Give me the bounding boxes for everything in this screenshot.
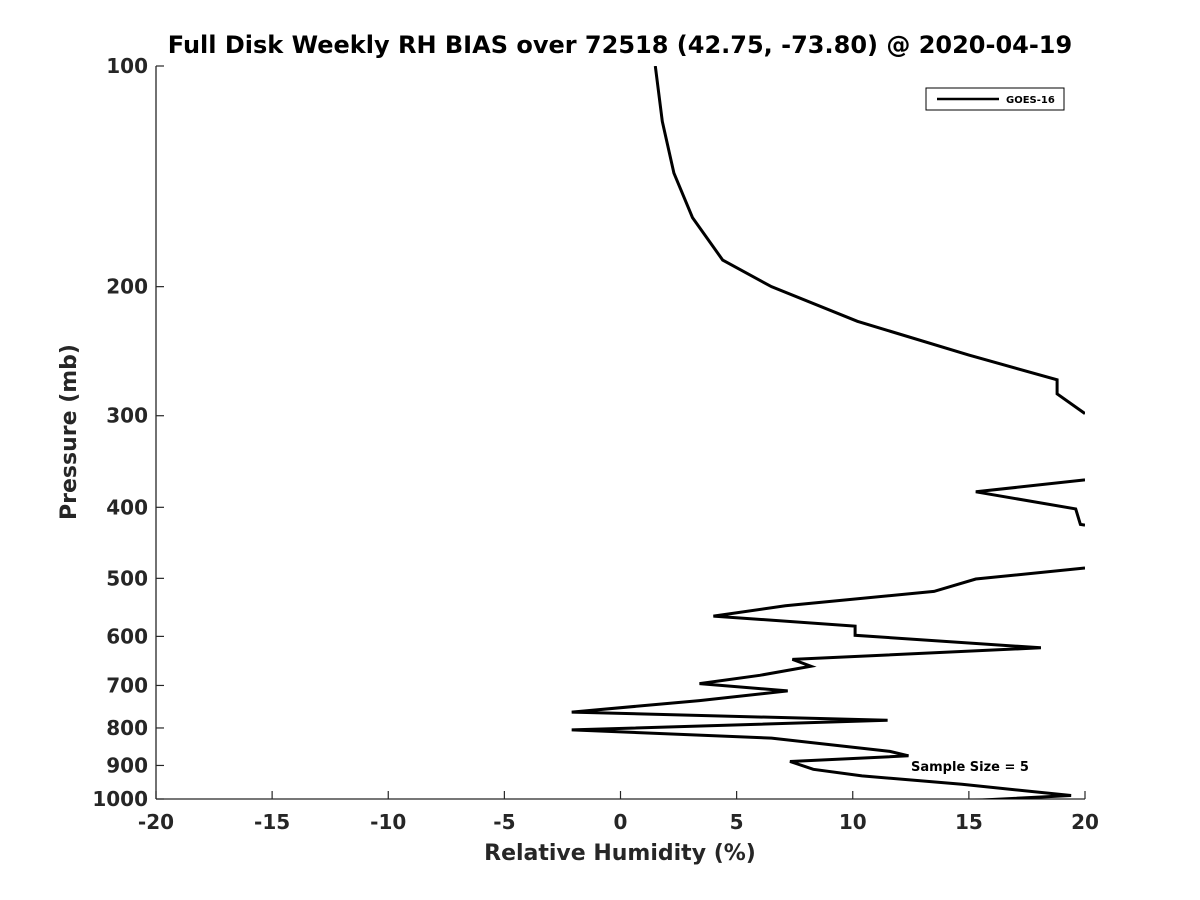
x-tick-label: 0 xyxy=(614,810,628,834)
x-tick-label: 10 xyxy=(839,810,867,834)
chart-title: Full Disk Weekly RH BIAS over 72518 (42.… xyxy=(168,31,1072,59)
plot-area xyxy=(156,66,1085,799)
y-axis: 100 200 300 400 500 600 700 800 900 1000 xyxy=(92,54,164,811)
x-tick-label: -15 xyxy=(254,810,290,834)
y-axis-label: Pressure (mb) xyxy=(57,344,82,520)
y-tick-label: 1000 xyxy=(92,787,148,811)
sample-size-annotation: Sample Size = 5 xyxy=(911,760,1029,775)
legend: GOES-16 xyxy=(925,87,1065,111)
x-axis: -20 -15 -10 -5 0 5 10 15 20 xyxy=(138,791,1099,834)
y-tick-label: 600 xyxy=(106,624,148,648)
y-tick-label: 500 xyxy=(106,566,148,590)
x-tick-label: 15 xyxy=(955,810,983,834)
y-tick-label: 200 xyxy=(106,275,148,299)
series-goes-16-segment-1 xyxy=(653,66,1085,415)
y-tick-label: 900 xyxy=(106,753,148,777)
y-tick-label: 300 xyxy=(106,404,148,428)
x-tick-label: 20 xyxy=(1071,810,1099,834)
x-axis-label: Relative Humidity (%) xyxy=(484,841,756,866)
x-tick-label: -10 xyxy=(370,810,406,834)
series-goes-16-segment-3 xyxy=(571,566,1085,799)
y-tick-label: 100 xyxy=(106,54,148,78)
x-tick-label: -5 xyxy=(493,810,515,834)
x-tick-label: -20 xyxy=(138,810,174,834)
y-tick-label: 700 xyxy=(106,673,148,697)
series-goes-16-segment-2 xyxy=(975,478,1085,527)
y-tick-label: 800 xyxy=(106,716,148,740)
x-tick-label: 5 xyxy=(730,810,744,834)
y-tick-label: 400 xyxy=(106,495,148,519)
series-layer xyxy=(571,66,1085,799)
legend-label-goes-16: GOES-16 xyxy=(1006,95,1055,106)
